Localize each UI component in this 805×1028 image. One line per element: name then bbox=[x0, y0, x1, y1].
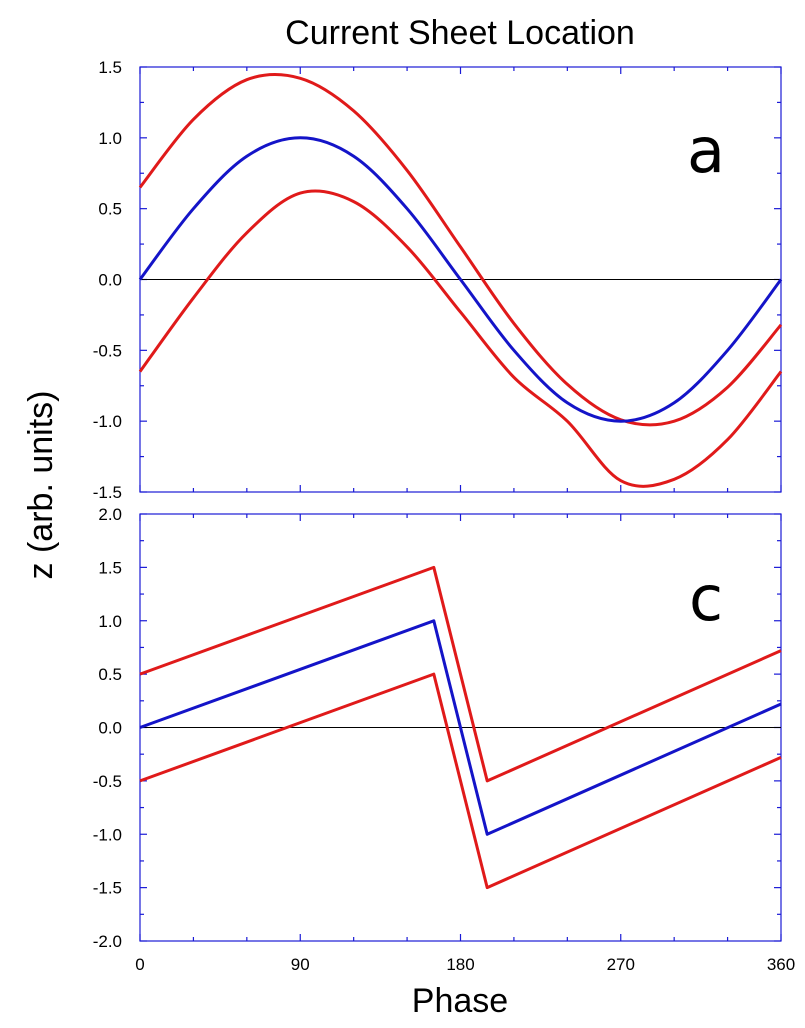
x-axis-label: Phase bbox=[412, 982, 508, 1020]
x-tick-label: 360 bbox=[767, 955, 795, 974]
x-tick-label: 0 bbox=[135, 955, 144, 974]
y-tick-label: 0.5 bbox=[98, 200, 122, 219]
y-tick-label: 0.0 bbox=[98, 719, 122, 738]
y-tick-label: 0.0 bbox=[98, 271, 122, 290]
y-tick-label: 2.0 bbox=[98, 505, 122, 524]
y-tick-label: -0.5 bbox=[93, 341, 122, 360]
chart-title: Current Sheet Location bbox=[285, 14, 635, 52]
panel-c: 2.0 1.5 1.0 0.5 0.0 -0.5 -1.0 -1.5 -2.0 0 90 180 270… bbox=[93, 505, 795, 974]
y-tick-label: -1.0 bbox=[93, 412, 122, 431]
panel-letter: c bbox=[689, 562, 723, 635]
x-tick-label: 270 bbox=[607, 955, 635, 974]
series-line-1 bbox=[138, 73, 783, 427]
y-tick-label: -2.0 bbox=[93, 932, 122, 951]
y-tick-label: 1.0 bbox=[98, 612, 122, 631]
x-tick-label: 90 bbox=[291, 955, 310, 974]
panel-letter: a bbox=[687, 114, 725, 187]
series-line-2 bbox=[139, 619, 782, 836]
y-tick-label: -0.5 bbox=[93, 772, 122, 791]
y-axis-label: z (arb. units) bbox=[22, 391, 60, 580]
y-tick-label: 1.0 bbox=[98, 129, 122, 148]
y-tick-label: -1.0 bbox=[93, 825, 122, 844]
y-tick-label: -1.5 bbox=[93, 879, 122, 898]
series-line-3 bbox=[138, 189, 783, 488]
series-line-1 bbox=[139, 565, 782, 783]
y-tick-label: 1.5 bbox=[98, 558, 122, 577]
y-tick-label: -1.5 bbox=[93, 483, 122, 502]
x-tick-label: 180 bbox=[446, 955, 474, 974]
series-line-2 bbox=[138, 136, 783, 423]
y-tick-label: 0.5 bbox=[98, 665, 122, 684]
panel-a: 1.5 1.0 0.5 0.0 -0.5 -1.0 -1.5 a bbox=[93, 58, 783, 502]
y-tick-label: 1.5 bbox=[98, 58, 122, 77]
series-line-3 bbox=[139, 672, 782, 890]
